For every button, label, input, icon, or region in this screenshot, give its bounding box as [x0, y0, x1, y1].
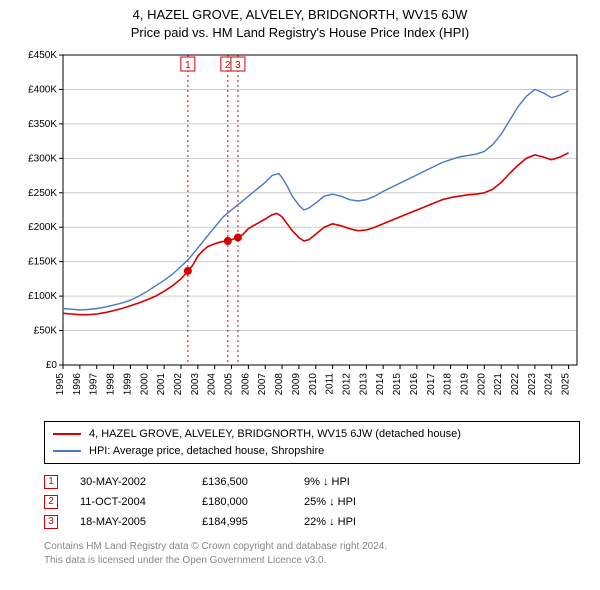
- sale-pct-vs-hpi: 9% ↓ HPI: [304, 476, 404, 488]
- chart-svg: £0 £50K £100K £150K £200K £250K £300K £350K £400…: [15, 47, 585, 417]
- sale-pct-vs-hpi: 22% ↓ HPI: [304, 516, 404, 528]
- svg-text:£0: £0: [46, 360, 58, 371]
- svg-text:2009: 2009: [291, 373, 302, 396]
- legend-swatch: [53, 433, 81, 435]
- svg-text:2012: 2012: [341, 373, 352, 396]
- svg-text:2019: 2019: [459, 373, 470, 396]
- svg-text:2021: 2021: [493, 373, 504, 396]
- sale-pct-vs-hpi: 25% ↓ HPI: [304, 496, 404, 508]
- svg-text:£350K: £350K: [28, 119, 57, 130]
- svg-text:2013: 2013: [358, 373, 369, 396]
- svg-text:1998: 1998: [106, 373, 117, 396]
- svg-text:2005: 2005: [224, 373, 235, 396]
- svg-text:3: 3: [235, 60, 241, 71]
- svg-text:2006: 2006: [240, 373, 251, 396]
- sale-date: 11-OCT-2004: [80, 496, 180, 508]
- svg-text:2011: 2011: [325, 373, 336, 395]
- svg-text:1: 1: [185, 60, 191, 71]
- svg-text:2001: 2001: [156, 373, 167, 396]
- svg-text:2024: 2024: [544, 373, 555, 396]
- svg-text:2000: 2000: [139, 373, 150, 396]
- svg-text:£150K: £150K: [28, 257, 57, 268]
- sale-date: 18-MAY-2005: [80, 516, 180, 528]
- sale-price: £184,995: [202, 516, 282, 528]
- svg-text:2010: 2010: [308, 373, 319, 396]
- sale-price: £136,500: [202, 476, 282, 488]
- footnote: Contains HM Land Registry data © Crown c…: [44, 540, 580, 567]
- svg-text:2004: 2004: [207, 373, 218, 396]
- sale-date: 30-MAY-2002: [80, 476, 180, 488]
- svg-text:1996: 1996: [72, 373, 83, 396]
- sale-marker: 3: [44, 515, 58, 529]
- chart: £0 £50K £100K £150K £200K £250K £300K £350K £400…: [15, 47, 585, 417]
- svg-text:2025: 2025: [561, 373, 572, 396]
- svg-text:1995: 1995: [55, 373, 66, 396]
- svg-text:2015: 2015: [392, 373, 403, 396]
- svg-text:£400K: £400K: [28, 85, 57, 96]
- svg-text:2007: 2007: [257, 373, 268, 396]
- svg-text:£250K: £250K: [28, 188, 57, 199]
- legend-row: HPI: Average price, detached house, Shro…: [53, 443, 571, 460]
- sales-table: 1 30-MAY-2002 £136,500 9% ↓ HPI 2 11-OCT-2004…: [44, 472, 580, 532]
- sale-row: 2 11-OCT-2004 £180,000 25% ↓ HPI: [44, 492, 580, 512]
- svg-text:1997: 1997: [89, 373, 100, 396]
- legend-row: 4, HAZEL GROVE, ALVELEY, BRIDGNORTH, WV1…: [53, 426, 571, 443]
- footnote-line-1: Contains HM Land Registry data © Crown c…: [44, 541, 387, 552]
- svg-text:2002: 2002: [173, 373, 184, 396]
- sale-row: 3 18-MAY-2005 £184,995 22% ↓ HPI: [44, 512, 580, 532]
- sale-marker: 1: [44, 475, 58, 489]
- svg-text:2023: 2023: [527, 373, 538, 396]
- svg-text:£200K: £200K: [28, 222, 57, 233]
- legend: 4, HAZEL GROVE, ALVELEY, BRIDGNORTH, WV1…: [44, 421, 580, 464]
- svg-text:2022: 2022: [510, 373, 521, 396]
- figure-container: 4, HAZEL GROVE, ALVELEY, BRIDGNORTH, WV1…: [0, 0, 600, 575]
- svg-text:£300K: £300K: [28, 153, 57, 164]
- sale-row: 1 30-MAY-2002 £136,500 9% ↓ HPI: [44, 472, 580, 492]
- title-line-2: Price paid vs. HM Land Registry's House …: [131, 25, 469, 40]
- svg-text:£100K: £100K: [28, 291, 57, 302]
- svg-text:2014: 2014: [375, 373, 386, 396]
- legend-label: HPI: Average price, detached house, Shro…: [89, 443, 324, 460]
- svg-text:£450K: £450K: [28, 50, 57, 61]
- chart-title: 4, HAZEL GROVE, ALVELEY, BRIDGNORTH, WV1…: [8, 6, 592, 41]
- legend-swatch: [53, 450, 81, 452]
- svg-text:2017: 2017: [426, 373, 437, 396]
- footnote-line-2: This data is licensed under the Open Gov…: [44, 555, 326, 566]
- svg-text:2008: 2008: [274, 373, 285, 396]
- svg-text:£50K: £50K: [34, 326, 58, 337]
- svg-text:2: 2: [225, 60, 231, 71]
- sale-marker: 2: [44, 495, 58, 509]
- title-line-1: 4, HAZEL GROVE, ALVELEY, BRIDGNORTH, WV1…: [133, 7, 468, 22]
- legend-label: 4, HAZEL GROVE, ALVELEY, BRIDGNORTH, WV1…: [89, 426, 461, 443]
- svg-text:2016: 2016: [409, 373, 420, 396]
- svg-text:2018: 2018: [443, 373, 454, 396]
- svg-text:2003: 2003: [190, 373, 201, 396]
- svg-text:2020: 2020: [476, 373, 487, 396]
- svg-text:1999: 1999: [122, 373, 133, 396]
- sale-price: £180,000: [202, 496, 282, 508]
